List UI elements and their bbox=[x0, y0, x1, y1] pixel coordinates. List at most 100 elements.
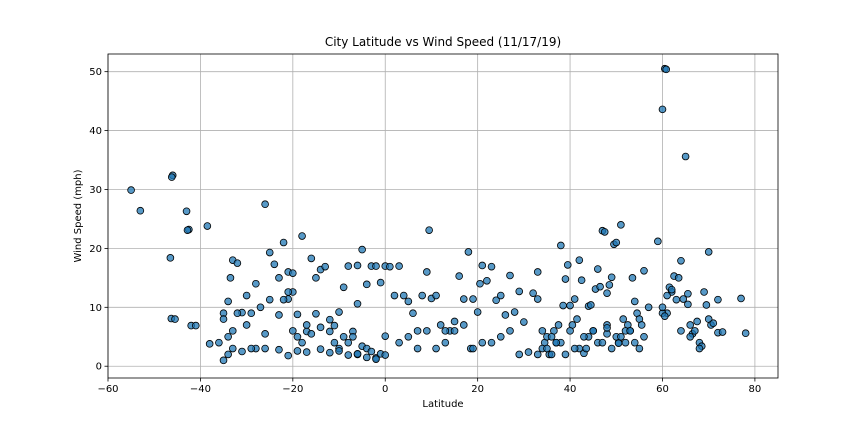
data-point bbox=[566, 327, 574, 335]
data-point bbox=[459, 295, 468, 303]
data-point bbox=[136, 206, 145, 215]
data-point bbox=[289, 327, 297, 335]
data-point bbox=[404, 332, 413, 341]
data-point bbox=[483, 276, 491, 285]
data-point bbox=[487, 338, 496, 347]
data-point bbox=[570, 344, 579, 353]
data-point bbox=[450, 327, 459, 335]
data-point bbox=[270, 260, 279, 269]
data-point bbox=[570, 295, 579, 303]
data-point bbox=[515, 287, 524, 296]
data-point bbox=[344, 262, 353, 270]
data-point bbox=[344, 338, 353, 347]
data-point bbox=[686, 321, 695, 329]
data-point bbox=[233, 309, 242, 318]
data-point bbox=[183, 226, 192, 234]
data-point bbox=[654, 237, 662, 246]
data-point bbox=[582, 344, 591, 353]
data-point bbox=[640, 332, 648, 341]
data-point bbox=[353, 261, 362, 270]
data-point bbox=[339, 332, 348, 341]
data-point bbox=[478, 261, 487, 270]
data-point bbox=[557, 241, 565, 250]
data-point bbox=[395, 338, 403, 347]
data-point bbox=[316, 323, 325, 332]
data-point bbox=[737, 294, 745, 303]
data-point bbox=[663, 291, 671, 300]
data-point bbox=[464, 248, 473, 256]
data-point bbox=[533, 350, 542, 359]
data-point bbox=[441, 338, 450, 347]
data-point bbox=[686, 332, 695, 341]
x-tick-label: 60 bbox=[656, 384, 669, 395]
data-point bbox=[487, 262, 496, 271]
data-point bbox=[224, 350, 232, 359]
data-point bbox=[219, 315, 228, 323]
y-tick-label: 0 bbox=[96, 362, 102, 373]
x-tick-label: −40 bbox=[190, 384, 211, 395]
data-point bbox=[469, 295, 477, 303]
data-point bbox=[580, 332, 588, 341]
data-point bbox=[559, 301, 567, 310]
data-point bbox=[228, 344, 237, 353]
data-point bbox=[520, 318, 528, 326]
data-point bbox=[589, 327, 597, 335]
data-point bbox=[547, 332, 556, 341]
data-point bbox=[233, 259, 242, 267]
data-point bbox=[543, 344, 551, 353]
data-point bbox=[325, 348, 334, 357]
data-point bbox=[376, 278, 385, 287]
data-point bbox=[261, 344, 269, 353]
data-point bbox=[547, 350, 556, 359]
data-point bbox=[432, 291, 440, 300]
data-point bbox=[298, 338, 306, 347]
data-point bbox=[238, 347, 246, 356]
data-point bbox=[275, 311, 283, 319]
data-point bbox=[628, 274, 637, 282]
y-tick-label: 40 bbox=[89, 126, 102, 137]
data-point bbox=[575, 256, 584, 264]
data-point bbox=[436, 321, 445, 329]
data-point bbox=[603, 324, 611, 332]
data-point bbox=[275, 274, 283, 282]
data-point bbox=[228, 327, 237, 335]
y-axis-label: Wind Speed (mph) bbox=[73, 169, 84, 262]
data-point bbox=[469, 344, 477, 353]
data-point bbox=[423, 268, 431, 276]
data-point bbox=[709, 319, 718, 328]
data-point bbox=[691, 327, 699, 335]
data-point bbox=[362, 280, 371, 289]
data-point bbox=[275, 345, 283, 354]
data-point bbox=[413, 344, 422, 353]
data-point bbox=[279, 295, 288, 304]
data-point bbox=[312, 274, 320, 282]
data-point bbox=[330, 338, 339, 347]
data-point bbox=[399, 291, 408, 300]
data-point bbox=[312, 309, 320, 318]
data-point bbox=[612, 238, 621, 247]
data-point bbox=[630, 338, 639, 347]
data-point bbox=[261, 330, 269, 338]
data-point bbox=[395, 262, 403, 270]
data-point bbox=[330, 321, 339, 330]
x-tick-label: −20 bbox=[282, 384, 303, 395]
data-point bbox=[607, 344, 616, 353]
data-point bbox=[372, 355, 380, 363]
data-point bbox=[617, 332, 625, 341]
data-point bbox=[635, 344, 644, 353]
data-point bbox=[353, 299, 362, 308]
data-point bbox=[381, 332, 390, 340]
y-tick-label: 30 bbox=[89, 185, 102, 196]
data-point bbox=[506, 271, 514, 280]
data-point bbox=[566, 301, 574, 310]
data-point bbox=[593, 265, 602, 273]
data-point bbox=[644, 303, 653, 312]
data-point bbox=[215, 338, 223, 347]
data-point bbox=[423, 327, 431, 335]
data-point bbox=[247, 309, 256, 318]
data-point bbox=[677, 327, 685, 335]
data-point bbox=[718, 328, 727, 336]
data-point bbox=[478, 338, 487, 347]
data-point bbox=[658, 105, 667, 114]
data-point bbox=[418, 291, 427, 300]
